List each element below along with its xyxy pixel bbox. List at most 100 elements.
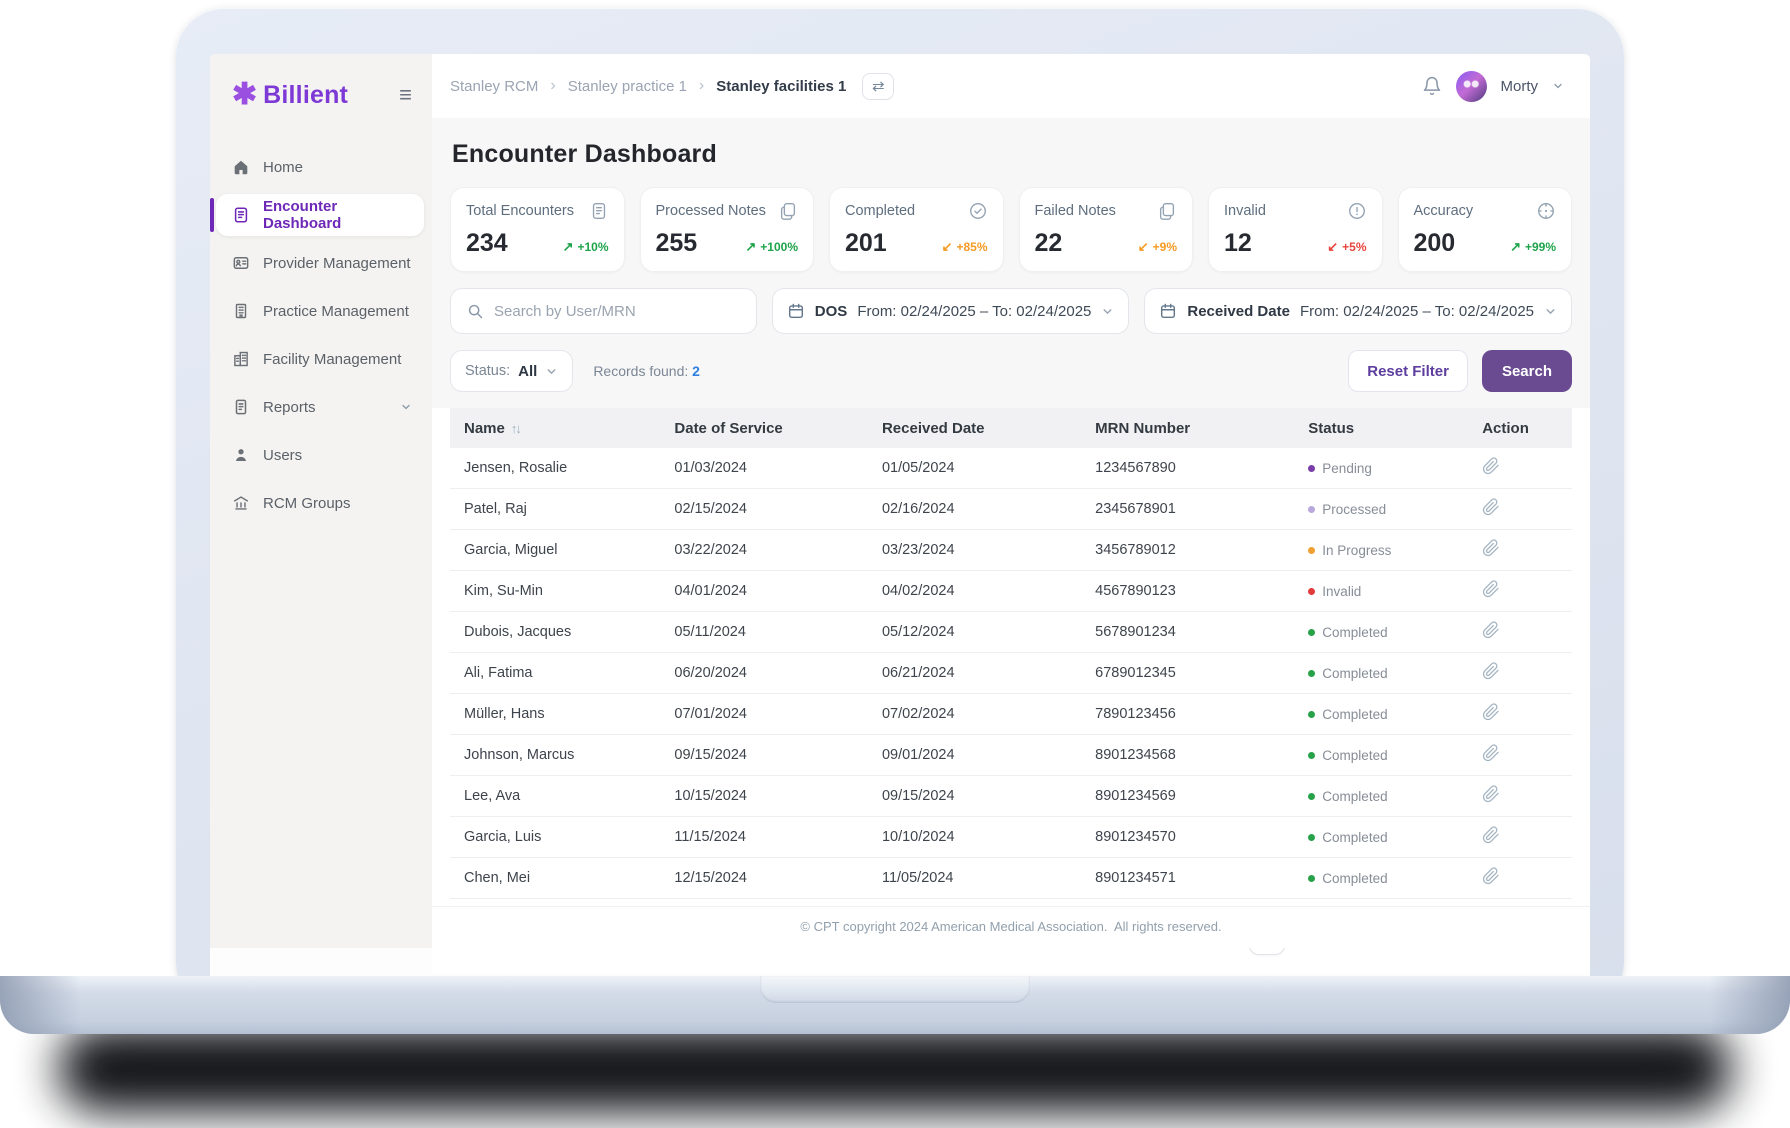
sidebar-item-home[interactable]: Home [216, 146, 424, 188]
stat-value: 22 [1035, 229, 1063, 258]
stat-card-total-encounters: Total Encounters 234 ↗+10% [450, 187, 625, 272]
status-select[interactable]: Status: All [450, 350, 573, 392]
topbar: Stanley RCM › Stanley practice 1 › Stanl… [432, 54, 1590, 118]
attachment-paperclip-icon[interactable] [1482, 785, 1500, 803]
cell-date-of-service: 06/20/2024 [674, 665, 882, 681]
status-badge: Completed [1308, 625, 1482, 640]
trend-down-icon: ↙ [1327, 239, 1338, 255]
cell-name: Dubois, Jacques [450, 624, 674, 640]
cell-mrn: 1234567890 [1095, 460, 1308, 476]
menu-icon[interactable]: ≡ [399, 84, 412, 106]
reset-filter-button[interactable]: Reset Filter [1348, 350, 1468, 392]
dos-value: From: 02/24/2025 – To: 02/24/2025 [857, 303, 1091, 320]
notes-stack-icon [1157, 201, 1177, 221]
cell-mrn: 3456789012 [1095, 542, 1308, 558]
status-dot [1308, 465, 1315, 472]
sidebar-item-encounter-dashboard[interactable]: Encounter Dashboard [216, 194, 424, 236]
swap-icon: ⇄ [872, 77, 885, 95]
table-header: Name↑↓ Date of Service Received Date MRN… [450, 408, 1572, 448]
stat-delta: ↙+85% [942, 239, 988, 258]
records-count: 2 [692, 363, 700, 379]
attachment-paperclip-icon[interactable] [1482, 621, 1500, 639]
cell-received-date: 01/05/2024 [882, 460, 1095, 476]
table-row: Garcia, Luis 11/15/2024 10/10/2024 89012… [450, 817, 1572, 858]
cell-mrn: 8901234568 [1095, 747, 1308, 763]
attachment-paperclip-icon[interactable] [1482, 867, 1500, 885]
cell-name: Chen, Mei [450, 870, 674, 886]
sidebar-item-rcm-groups[interactable]: RCM Groups [216, 482, 424, 524]
switch-context-button[interactable]: ⇄ [862, 73, 894, 100]
status-badge: Completed [1308, 871, 1482, 886]
cell-received-date: 10/10/2024 [882, 829, 1095, 845]
cell-date-of-service: 11/15/2024 [674, 829, 882, 845]
cell-mrn: 5678901234 [1095, 624, 1308, 640]
main-area: Stanley RCM › Stanley practice 1 › Stanl… [432, 54, 1590, 948]
status-badge: Invalid [1308, 584, 1482, 599]
stat-value: 234 [466, 229, 508, 258]
chevron-down-icon[interactable] [1552, 80, 1564, 92]
report-icon [232, 398, 250, 416]
attachment-paperclip-icon[interactable] [1482, 580, 1500, 598]
home-icon [232, 158, 250, 176]
status-label: Status: [465, 363, 510, 379]
table-row: Kim, Su-Min 04/01/2024 04/02/2024 456789… [450, 571, 1572, 612]
status-badge: Completed [1308, 789, 1482, 804]
sidebar-item-practice-management[interactable]: Practice Management [216, 290, 424, 332]
cell-received-date: 11/05/2024 [882, 870, 1095, 886]
status-badge: Pending [1308, 461, 1482, 476]
attachment-paperclip-icon[interactable] [1482, 539, 1500, 557]
breadcrumb-item[interactable]: Stanley RCM [450, 78, 538, 95]
cell-received-date: 07/02/2024 [882, 706, 1095, 722]
table-row: Müller, Hans 07/01/2024 07/02/2024 78901… [450, 694, 1572, 735]
sidebar-item-facility-management[interactable]: Facility Management [216, 338, 424, 380]
sidebar-item-provider-management[interactable]: Provider Management [216, 242, 424, 284]
attachment-paperclip-icon[interactable] [1482, 703, 1500, 721]
attachment-paperclip-icon[interactable] [1482, 498, 1500, 516]
stat-value: 12 [1224, 229, 1252, 258]
received-date-value: From: 02/24/2025 – To: 02/24/2025 [1300, 303, 1534, 320]
search-button[interactable]: Search [1482, 350, 1572, 392]
facility-icon [232, 350, 250, 368]
attachment-paperclip-icon[interactable] [1482, 744, 1500, 762]
user-avatar[interactable] [1456, 71, 1487, 102]
attachment-paperclip-icon[interactable] [1482, 826, 1500, 844]
cell-name: Kim, Su-Min [450, 583, 674, 599]
cell-date-of-service: 05/11/2024 [674, 624, 882, 640]
trend-down-icon: ↙ [942, 239, 953, 255]
status-badge: Processed [1308, 502, 1482, 517]
laptop-base-notch [760, 976, 1030, 1003]
column-header-received-date: Received Date [882, 420, 1095, 437]
cell-name: Garcia, Miguel [450, 542, 674, 558]
chevron-down-icon [1101, 305, 1114, 318]
received-date-filter[interactable]: Received Date From: 02/24/2025 – To: 02/… [1144, 288, 1572, 334]
cell-received-date: 04/02/2024 [882, 583, 1095, 599]
sidebar-item-label: Provider Management [263, 255, 411, 272]
alert-circle-icon [1347, 201, 1367, 221]
status-dot [1308, 506, 1315, 513]
dos-label: DOS [815, 303, 848, 320]
notification-bell-icon[interactable] [1422, 76, 1442, 96]
building-icon [232, 302, 250, 320]
cell-received-date: 06/21/2024 [882, 665, 1095, 681]
attachment-paperclip-icon[interactable] [1482, 662, 1500, 680]
sidebar-item-label: Facility Management [263, 351, 401, 368]
user-icon [232, 446, 250, 464]
cell-received-date: 05/12/2024 [882, 624, 1095, 640]
dos-date-filter[interactable]: DOS From: 02/24/2025 – To: 02/24/2025 [772, 288, 1130, 334]
search-icon [467, 303, 484, 320]
stat-label: Accuracy [1414, 203, 1474, 219]
sidebar-item-reports[interactable]: Reports [216, 386, 424, 428]
cell-name: Ali, Fatima [450, 665, 674, 681]
table-row: Chen, Mei 12/15/2024 11/05/2024 89012345… [450, 858, 1572, 899]
attachment-paperclip-icon[interactable] [1482, 457, 1500, 475]
sidebar-item-users[interactable]: Users [216, 434, 424, 476]
sort-icon[interactable]: ↑↓ [511, 421, 520, 436]
breadcrumb-item[interactable]: Stanley practice 1 [568, 78, 687, 95]
sidebar-item-label: Home [263, 159, 303, 176]
stat-delta: ↙+9% [1138, 239, 1177, 258]
user-name[interactable]: Morty [1501, 78, 1539, 95]
stat-value: 201 [845, 229, 887, 258]
sidebar-item-label: RCM Groups [263, 495, 351, 512]
search-input[interactable] [494, 303, 740, 320]
status-dot [1308, 547, 1315, 554]
